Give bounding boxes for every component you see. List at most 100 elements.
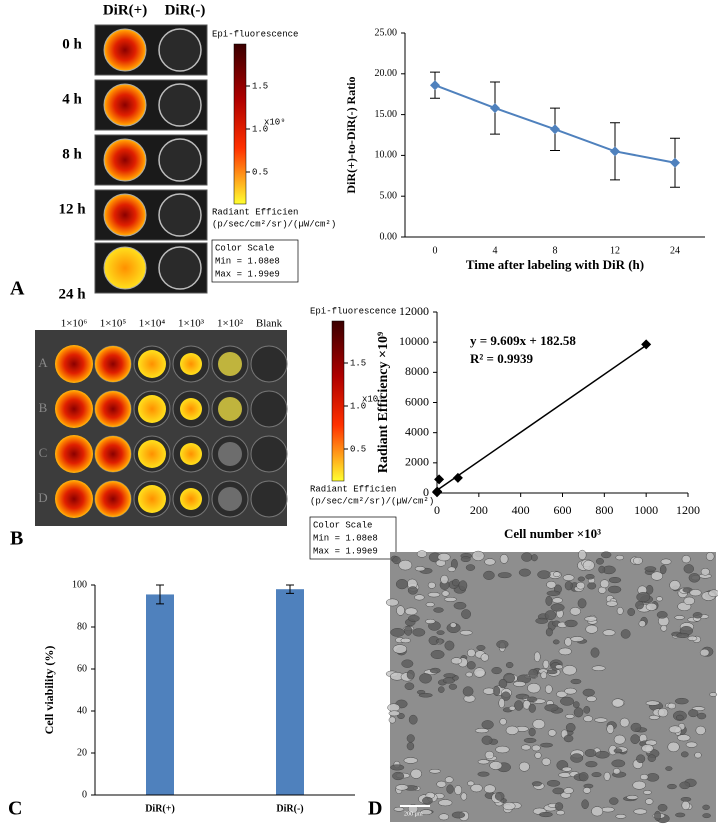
cell [531, 554, 538, 562]
cell [447, 566, 456, 572]
cell [404, 625, 413, 636]
cell [570, 678, 582, 685]
y-tick-label: 80 [77, 621, 87, 632]
annotation: y = 9.609x + 182.58 [470, 333, 576, 348]
cell [683, 564, 695, 574]
cell [563, 787, 574, 794]
cell [436, 630, 445, 635]
cell [619, 717, 630, 728]
cell [692, 612, 703, 619]
cell [429, 768, 441, 774]
cell [425, 602, 435, 607]
cell [660, 558, 672, 565]
cell [565, 723, 576, 733]
cell [700, 567, 710, 576]
cell [544, 684, 553, 694]
cell [471, 550, 485, 561]
cell [694, 751, 702, 759]
cell [641, 744, 654, 753]
y-tick-label: 6000 [405, 394, 429, 408]
scale-tick-label: 1.5 [350, 358, 366, 368]
x-tick-label: 12 [610, 245, 620, 256]
cell [564, 619, 578, 628]
cell [585, 761, 598, 768]
color-bar [233, 43, 247, 205]
cell [531, 744, 541, 752]
cell [676, 632, 690, 639]
cell [465, 564, 476, 571]
bar [146, 594, 174, 795]
cell [552, 787, 565, 795]
cell [477, 771, 490, 777]
well-signal [103, 138, 147, 182]
cell [705, 552, 715, 561]
cell [644, 566, 657, 572]
cell [460, 556, 471, 563]
cell [462, 686, 474, 697]
cell [564, 687, 577, 695]
cell [446, 784, 454, 794]
cell [564, 637, 573, 647]
cell [643, 790, 652, 795]
cell [669, 580, 681, 591]
row-label: 24 h [58, 286, 86, 302]
well [250, 390, 288, 428]
cell [656, 611, 668, 619]
cell [392, 644, 408, 654]
cell [436, 780, 447, 788]
cell [477, 759, 490, 765]
cell [546, 780, 561, 787]
row-label: 8 h [62, 146, 82, 162]
cell [606, 600, 618, 607]
cell [535, 617, 549, 624]
cell [550, 603, 565, 612]
cell [387, 703, 400, 712]
cell [558, 772, 572, 778]
scale-title: Epi-fluorescence [310, 306, 396, 316]
point [452, 472, 463, 483]
cell [565, 713, 575, 719]
well-signal [55, 345, 93, 383]
cell [591, 665, 606, 671]
y-axis-label: Radiant Efficiency ×10⁹ [376, 332, 391, 473]
x-tick-label: 200 [470, 503, 488, 517]
cell [390, 628, 405, 637]
plate-column-label: 1×10³ [178, 318, 205, 330]
cell [679, 781, 691, 790]
cell [552, 639, 560, 645]
plate-column-label: 1×10⁶ [61, 318, 88, 330]
cell [392, 556, 401, 565]
cell [406, 669, 415, 680]
cell [585, 624, 598, 634]
cell [578, 549, 587, 561]
well-empty [158, 28, 202, 72]
cell [483, 570, 495, 580]
well-signal [138, 350, 166, 378]
cell [583, 715, 593, 723]
well-signal [55, 435, 93, 473]
cell [677, 734, 691, 742]
image-b: 1×10⁶ 1×10⁵ 1×10⁴ 1×10³ 1×10² Blank A B C D Epi-fl… [35, 306, 434, 560]
scale-bar-label: 200 µm [404, 811, 423, 817]
scale-tick-label: 1.0 [350, 401, 366, 411]
cell [458, 580, 468, 591]
x-tick-label: DiR(-) [276, 803, 303, 814]
cell [601, 806, 615, 813]
cell [395, 579, 409, 590]
scale-label: Radiant Efficien [310, 484, 396, 494]
panel-label: A [10, 278, 25, 300]
y-tick-label: 4000 [405, 424, 429, 438]
marker [430, 80, 440, 91]
cell [556, 690, 568, 698]
plate-row-label: D [38, 490, 47, 505]
cell [562, 665, 577, 676]
plate-column-label: 1×10⁴ [139, 318, 166, 330]
x-tick-label: 400 [512, 503, 530, 517]
marker [490, 103, 500, 114]
error-bar [156, 584, 164, 605]
cell [544, 703, 559, 712]
cell [467, 648, 476, 658]
cell [594, 717, 608, 723]
cell [437, 553, 451, 562]
cell [527, 682, 541, 694]
